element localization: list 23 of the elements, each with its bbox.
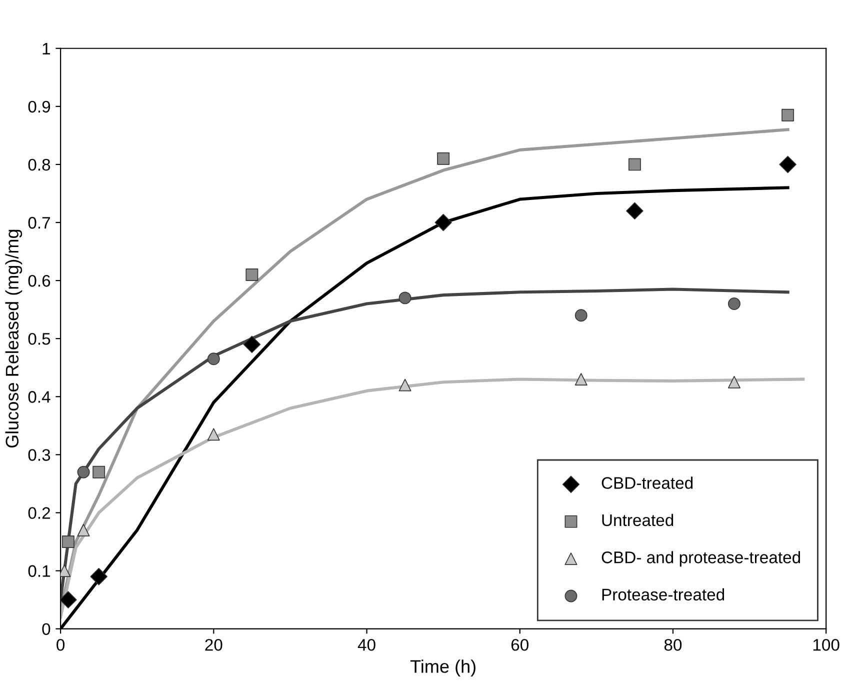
y-tick-label: 0.3 (28, 449, 50, 461)
y-tick-label: 1 (42, 42, 50, 54)
y-axis-title: Glucose Released (mg)/mg (5, 230, 22, 448)
x-tick-label: 80 (664, 638, 682, 651)
x-tick-label: 100 (813, 638, 840, 651)
legend-label: CBD-treated (602, 476, 693, 489)
y-tick-label: 0.5 (28, 332, 50, 345)
y-tick-label: 0.2 (28, 507, 50, 519)
y-tick-label: 0.8 (28, 158, 50, 171)
y-tick-label: 0.4 (28, 391, 50, 403)
y-tick-label: 0.7 (28, 216, 50, 229)
legend-label: Untreated (602, 514, 674, 526)
x-tick-label: 40 (358, 638, 376, 651)
x-tick-label: 60 (511, 638, 528, 651)
legend-label: Protease-treated (602, 588, 724, 601)
y-tick-label: 0.6 (28, 274, 50, 287)
x-axis-title: Time (h) (410, 660, 476, 676)
x-tick-label: 20 (205, 638, 222, 651)
x-tick-label: 0 (56, 638, 65, 651)
y-tick-label: 0 (42, 623, 50, 636)
y-tick-label: 0.9 (28, 100, 50, 113)
legend-label: CBD- and protease-treated (602, 551, 800, 567)
y-tick-label: 0.1 (28, 565, 50, 577)
